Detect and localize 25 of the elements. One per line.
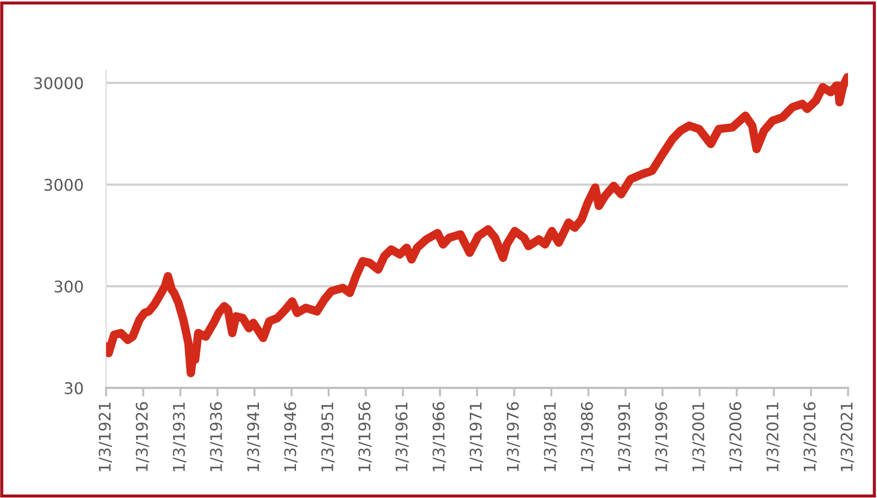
y-tick-label: 30000 [34, 77, 83, 90]
x-tick-label: 1/3/1941 [247, 402, 260, 472]
x-tick-label: 1/3/2011 [766, 402, 780, 472]
x-tick-label: 1/3/2016 [804, 402, 817, 472]
x-tick-label: 1/3/2001 [692, 402, 706, 472]
x-tick-label: 1/3/1976 [506, 402, 520, 472]
x-tick-label: 1/3/1921 [98, 402, 112, 472]
x-tick-label: 1/3/1971 [470, 402, 483, 472]
x-tick-label: 1/3/1981 [544, 402, 558, 472]
y-tick-label: 3000 [44, 178, 83, 191]
x-tick-label: 1/3/1961 [395, 402, 409, 472]
x-tick-label: 1/3/1956 [358, 402, 372, 472]
x-tick-label: 1/3/1951 [321, 402, 335, 472]
x-tick-label: 1/3/1931 [172, 402, 186, 472]
y-tick-label: 300 [54, 280, 83, 293]
y-tick-label: 30 [64, 382, 83, 394]
x-tick-label: 1/3/2006 [729, 402, 743, 472]
x-tick-label: 1/3/1936 [210, 402, 224, 472]
x-tick-label: 1/3/2021 [840, 402, 854, 472]
x-tick-label: 1/3/1946 [284, 402, 298, 472]
x-tick-label: 1/3/1996 [655, 402, 668, 472]
x-tick-label: 1/3/1926 [136, 402, 150, 472]
x-tick-label: 1/3/1986 [580, 402, 594, 472]
x-tick-label: 1/3/1966 [432, 402, 446, 472]
x-tick-label: 1/3/1991 [618, 402, 632, 472]
